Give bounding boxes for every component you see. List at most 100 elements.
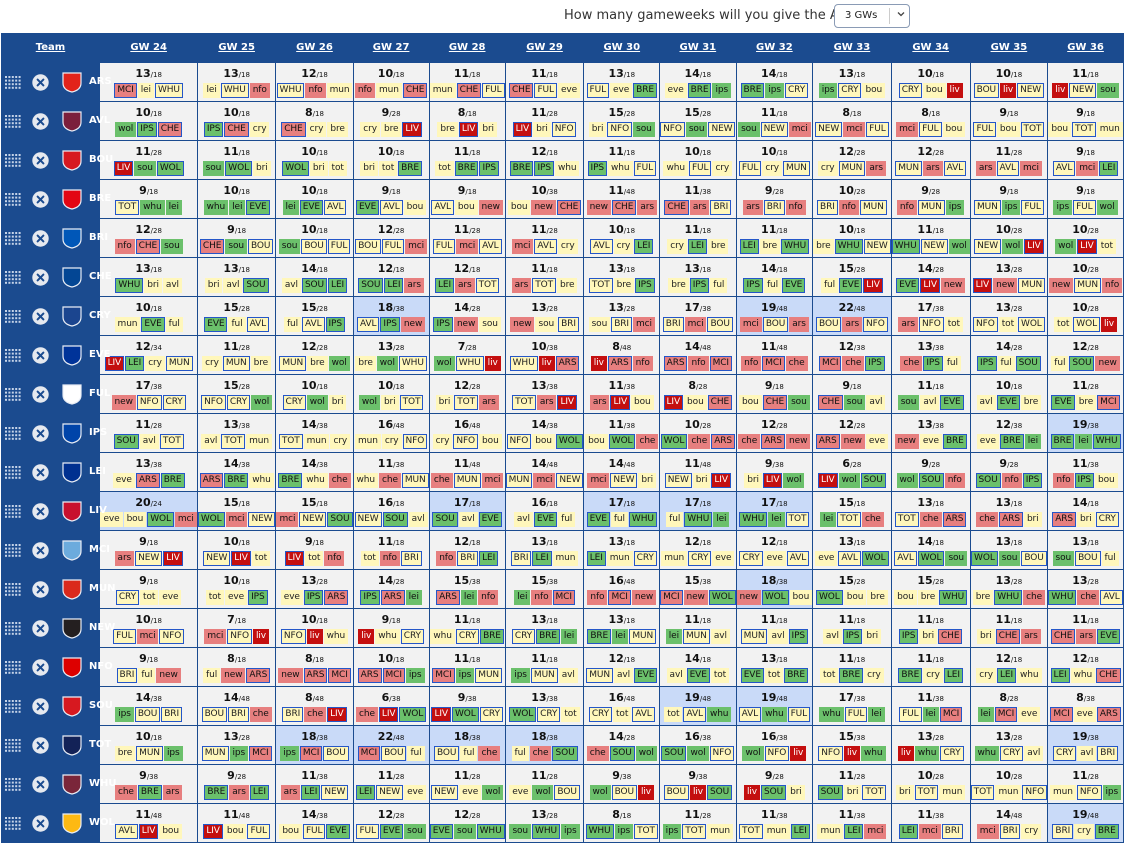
score-value: 13 — [223, 67, 239, 80]
remove-team-icon[interactable] — [32, 658, 49, 676]
drag-handle-icon[interactable] — [5, 465, 22, 480]
fixture-cell: 9/18 bou CHE sou — [735, 374, 814, 414]
remove-team-icon[interactable] — [32, 151, 49, 169]
difficulty-score: 8/18 — [276, 652, 352, 665]
remove-team-icon[interactable] — [32, 190, 49, 208]
opponent-away-tag: mci — [788, 122, 811, 137]
remove-team-icon[interactable] — [32, 385, 49, 403]
drag-handle-icon[interactable] — [5, 738, 22, 753]
score-value: 12 — [995, 652, 1011, 665]
remove-team-icon[interactable] — [32, 424, 49, 442]
difficulty-score: 15/28 — [198, 379, 276, 392]
fixture-cell: 13/18 TOT bre IPS — [583, 257, 661, 297]
remove-team-icon[interactable] — [32, 268, 49, 286]
remove-team-icon[interactable] — [32, 73, 49, 91]
score-max: 38 — [774, 461, 784, 469]
opponent-home-tag: AVL — [115, 824, 138, 839]
gw-column-header[interactable]: GW 25 — [197, 33, 276, 63]
opponent-home-tag: WOL — [147, 512, 174, 527]
gameweeks-select[interactable]: 3 GWs — [834, 4, 910, 28]
gw-column-header[interactable]: GW 28 — [429, 33, 506, 63]
opponent-away-tag: liv — [637, 785, 654, 800]
drag-handle-icon[interactable] — [5, 621, 22, 636]
score-separator: / — [623, 305, 627, 313]
fixture-cell: 13/28 sou WHU ips — [504, 803, 585, 843]
fixture-cell: 15/38 NFO liv whu — [812, 725, 892, 765]
remove-team-icon[interactable] — [32, 775, 49, 793]
score-separator: / — [393, 149, 396, 157]
drag-handle-icon[interactable] — [5, 543, 22, 558]
drag-handle-icon[interactable] — [5, 816, 22, 831]
gw-column-header[interactable]: GW 31 — [659, 33, 737, 63]
drag-handle-icon[interactable] — [5, 192, 22, 207]
drag-handle-icon[interactable] — [5, 777, 22, 792]
gw-column-header[interactable]: GW 32 — [736, 33, 813, 63]
team-column-header[interactable]: Team — [1, 33, 100, 63]
drag-handle-icon[interactable] — [5, 309, 22, 324]
score-separator: / — [546, 110, 549, 118]
drag-handle-icon[interactable] — [5, 699, 22, 714]
remove-team-icon[interactable] — [32, 736, 49, 754]
drag-handle-icon[interactable] — [5, 504, 22, 519]
difficulty-score: 17/18 — [584, 496, 659, 509]
drag-handle-icon[interactable] — [5, 426, 22, 441]
gw-column-header[interactable]: GW 24 — [99, 33, 198, 63]
gw-column-header[interactable]: GW 36 — [1047, 33, 1124, 63]
score-separator: / — [699, 266, 703, 274]
opponent-list: mun LEI mci — [813, 824, 890, 839]
difficulty-score: 9/18 — [1048, 106, 1123, 119]
gw-column-header[interactable]: GW 26 — [275, 33, 354, 63]
remove-team-icon[interactable] — [32, 229, 49, 247]
score-separator: / — [546, 539, 549, 547]
drag-handle-icon[interactable] — [5, 153, 22, 168]
score-separator: / — [853, 149, 857, 157]
drag-handle-icon[interactable] — [5, 270, 22, 285]
score-separator: / — [932, 617, 936, 625]
score-max: 28 — [471, 812, 481, 820]
remove-team-icon[interactable] — [32, 307, 49, 325]
score-separator: / — [146, 773, 150, 781]
remove-team-icon[interactable] — [32, 502, 49, 520]
remove-team-icon[interactable] — [32, 814, 49, 832]
score-max: 28 — [548, 110, 558, 118]
opponent-home-tag: BRE — [740, 83, 765, 98]
difficulty-score: 18/38 — [430, 730, 505, 743]
opponent-away-tag: whu — [249, 473, 274, 488]
opponent-list: CHE sou avl — [813, 395, 890, 410]
drag-handle-icon[interactable] — [5, 231, 22, 246]
drag-handle-icon[interactable] — [5, 660, 22, 675]
opponent-home-tag: LEI — [479, 551, 499, 566]
gw-column-header[interactable]: GW 27 — [353, 33, 430, 63]
drag-handle-icon[interactable] — [5, 114, 22, 129]
opponent-list: ARS MCI ips — [354, 668, 429, 683]
remove-team-icon[interactable] — [32, 541, 49, 559]
difficulty-score: 11/38 — [354, 457, 429, 470]
score-value: 11 — [761, 613, 777, 626]
remove-team-icon[interactable] — [32, 463, 49, 481]
opponent-home-tag: LIV — [327, 707, 347, 722]
score-separator: / — [1083, 695, 1087, 703]
fixture-cell: 9/28 SOU nfo IPS — [969, 452, 1049, 492]
remove-team-icon[interactable] — [32, 619, 49, 637]
gw-column-header[interactable]: GW 29 — [505, 33, 584, 63]
drag-handle-icon[interactable] — [5, 348, 22, 363]
opponent-home-tag: BRE — [454, 161, 479, 176]
drag-handle-icon[interactable] — [5, 582, 22, 597]
gw-column-header[interactable]: GW 35 — [970, 33, 1048, 63]
drag-handle-icon[interactable] — [5, 75, 22, 90]
gw-column-header[interactable]: GW 34 — [891, 33, 971, 63]
opponent-home-tag: NEW — [556, 473, 584, 488]
remove-team-icon[interactable] — [32, 112, 49, 130]
opponent-home-tag: CRY — [162, 395, 186, 410]
drag-handle-icon[interactable] — [5, 387, 22, 402]
gw-column-header[interactable]: GW 30 — [583, 33, 660, 63]
remove-team-icon[interactable] — [32, 580, 49, 598]
opponent-home-tag: WOL — [861, 551, 889, 566]
remove-team-icon[interactable] — [32, 697, 49, 715]
remove-team-icon[interactable] — [32, 346, 49, 364]
score-max: 38 — [856, 734, 866, 742]
gw-column-header[interactable]: GW 33 — [812, 33, 892, 63]
difficulty-score: 17/18 — [737, 496, 813, 509]
score-value: 9 — [139, 535, 147, 548]
difficulty-score: 15/38 — [813, 730, 890, 743]
